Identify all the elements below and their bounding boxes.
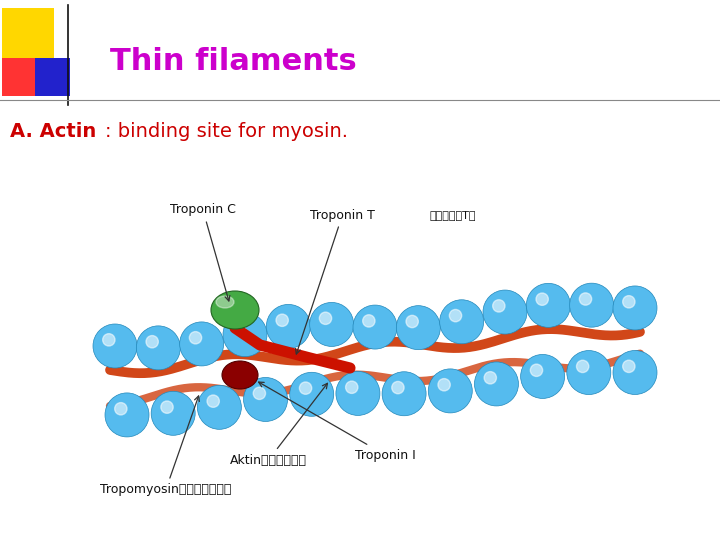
Circle shape bbox=[233, 322, 245, 335]
Circle shape bbox=[320, 312, 332, 325]
Circle shape bbox=[103, 334, 115, 346]
Circle shape bbox=[146, 335, 158, 348]
Circle shape bbox=[114, 403, 127, 415]
Text: （肌钙蛋白T）: （肌钙蛋白T） bbox=[430, 210, 477, 220]
Circle shape bbox=[266, 305, 310, 348]
Circle shape bbox=[289, 372, 334, 416]
Circle shape bbox=[336, 372, 380, 415]
Circle shape bbox=[151, 392, 195, 435]
Circle shape bbox=[93, 324, 137, 368]
Circle shape bbox=[310, 302, 354, 347]
Circle shape bbox=[346, 381, 358, 394]
Circle shape bbox=[484, 372, 497, 384]
Ellipse shape bbox=[211, 291, 259, 329]
Circle shape bbox=[276, 314, 288, 326]
Circle shape bbox=[253, 387, 266, 400]
Text: Troponin T: Troponin T bbox=[295, 208, 375, 354]
FancyBboxPatch shape bbox=[2, 58, 37, 96]
Text: Thin filaments: Thin filaments bbox=[110, 48, 356, 77]
Circle shape bbox=[243, 377, 287, 421]
Circle shape bbox=[438, 379, 450, 391]
FancyBboxPatch shape bbox=[35, 58, 70, 96]
Circle shape bbox=[207, 395, 220, 407]
Circle shape bbox=[223, 313, 267, 356]
Ellipse shape bbox=[216, 296, 234, 308]
Circle shape bbox=[531, 364, 543, 376]
Circle shape bbox=[567, 350, 611, 395]
Circle shape bbox=[521, 354, 564, 399]
Circle shape bbox=[623, 360, 635, 373]
Ellipse shape bbox=[222, 361, 258, 389]
Text: Aktin（肌动蛋白）: Aktin（肌动蛋白） bbox=[230, 383, 328, 467]
Circle shape bbox=[623, 295, 635, 308]
Circle shape bbox=[392, 381, 404, 394]
Circle shape bbox=[180, 322, 224, 366]
Text: Troponin C: Troponin C bbox=[170, 204, 236, 301]
Circle shape bbox=[613, 286, 657, 330]
Circle shape bbox=[536, 293, 549, 305]
Circle shape bbox=[353, 305, 397, 349]
Circle shape bbox=[474, 362, 518, 406]
Circle shape bbox=[300, 382, 312, 394]
Circle shape bbox=[613, 350, 657, 395]
Text: Tropomyosin（原肌球蛋白）: Tropomyosin（原肌球蛋白） bbox=[100, 396, 231, 496]
Circle shape bbox=[161, 401, 174, 413]
Circle shape bbox=[580, 293, 592, 305]
Circle shape bbox=[526, 284, 570, 327]
Circle shape bbox=[440, 300, 484, 344]
Text: : binding site for myosin.: : binding site for myosin. bbox=[105, 122, 348, 141]
Circle shape bbox=[363, 315, 375, 327]
Circle shape bbox=[136, 326, 180, 370]
Text: A. Actin: A. Actin bbox=[10, 122, 96, 141]
Circle shape bbox=[382, 372, 426, 416]
Text: Troponin I: Troponin I bbox=[258, 382, 415, 462]
Circle shape bbox=[189, 332, 202, 344]
FancyBboxPatch shape bbox=[2, 8, 54, 60]
Circle shape bbox=[577, 360, 589, 373]
Circle shape bbox=[396, 306, 441, 350]
Circle shape bbox=[406, 315, 418, 328]
Circle shape bbox=[483, 290, 527, 334]
Circle shape bbox=[197, 386, 241, 429]
Circle shape bbox=[492, 300, 505, 312]
Circle shape bbox=[570, 283, 613, 327]
Circle shape bbox=[428, 369, 472, 413]
Circle shape bbox=[105, 393, 149, 437]
Circle shape bbox=[449, 309, 462, 322]
